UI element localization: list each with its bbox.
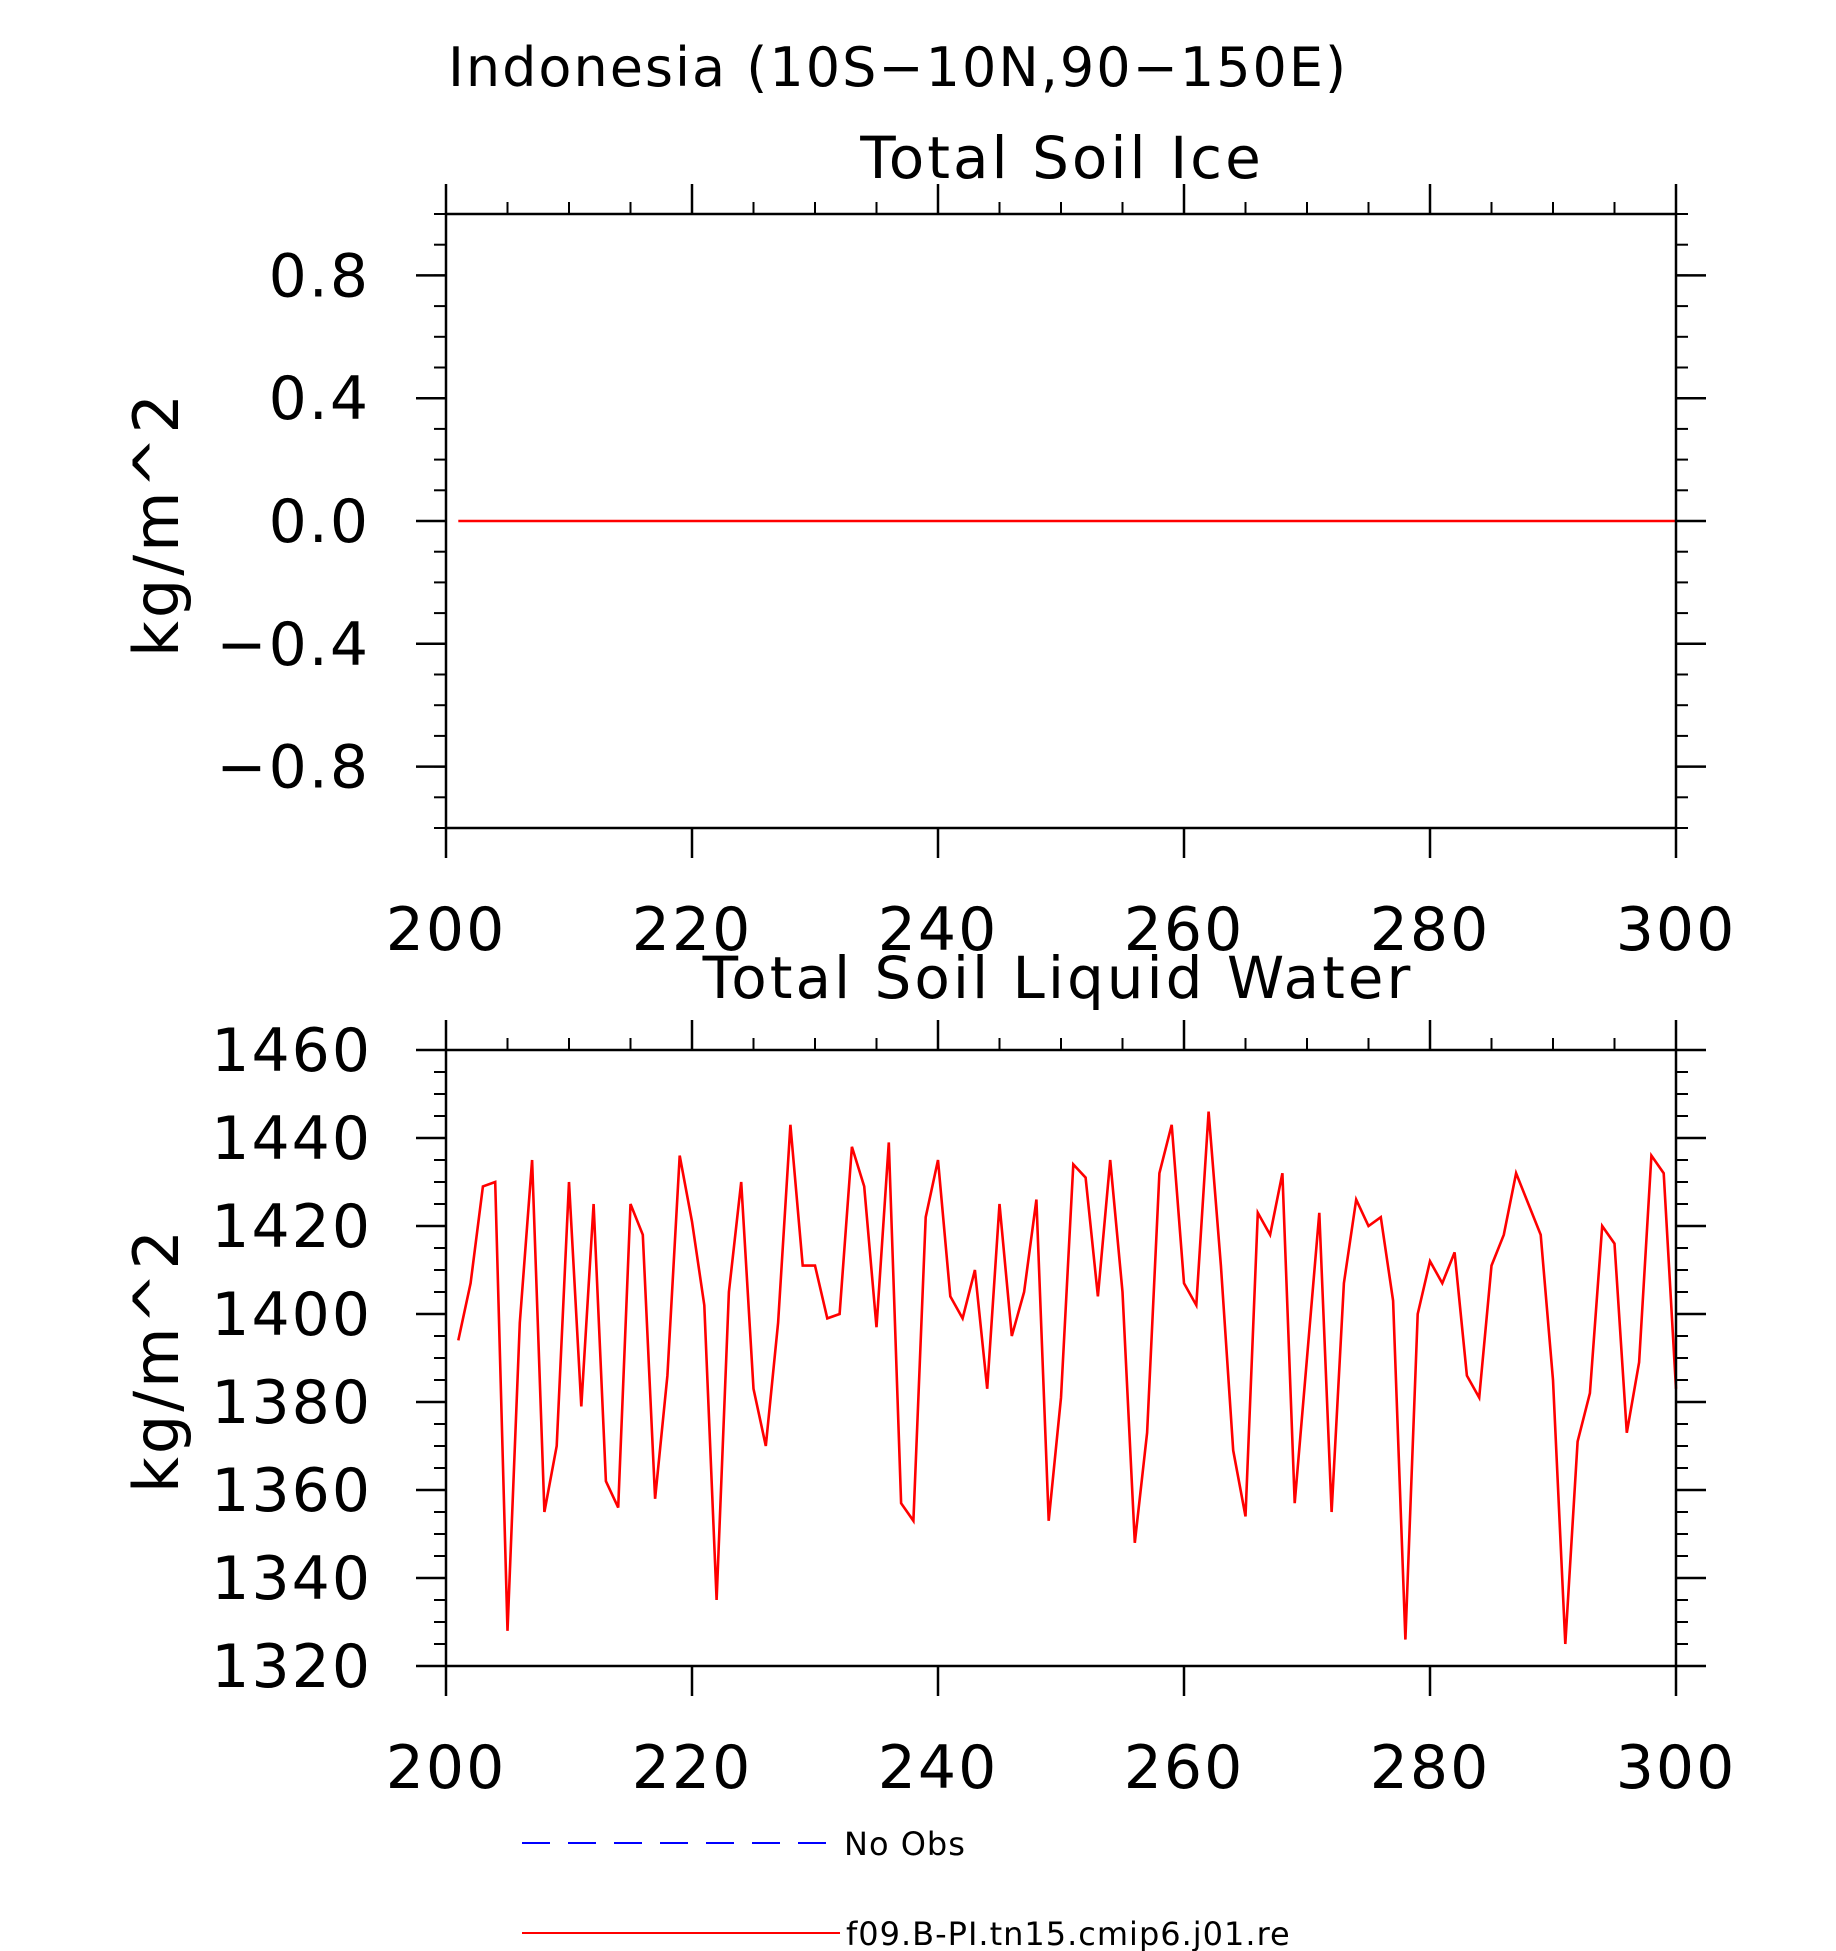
y-axis-label: kg/m^2 — [120, 391, 193, 657]
x-tick-label: 240 — [878, 1733, 999, 1803]
legend: No Obs f09.B-PI.tn15.cmip6.j01.re — [522, 1825, 1291, 1951]
y-tick-label: 1460 — [211, 1016, 372, 1086]
x-tick-label: 220 — [632, 895, 753, 965]
y-tick-label: 1440 — [211, 1104, 372, 1174]
x-tick-label: 240 — [878, 895, 999, 965]
series-line-f09-b-pi-tn15-cmip6-j01-re — [457, 1111, 1678, 1645]
y-tick-label: 1400 — [211, 1280, 372, 1350]
x-tick-label: 200 — [386, 895, 507, 965]
y-tick-label: −0.4 — [216, 610, 370, 680]
panel-total-soil-liquid-water: Total Soil Liquid Water kg/m^2 1320 1340 136… — [120, 944, 1737, 1803]
x-tick-label: 260 — [1124, 895, 1245, 965]
y-tick-label: 1420 — [211, 1192, 372, 1262]
panel-title: Total Soil Liquid Water — [702, 944, 1414, 1012]
x-tick-label: 200 — [386, 1733, 507, 1803]
x-tick-label: 220 — [632, 1733, 753, 1803]
y-tick-label: 1320 — [211, 1632, 372, 1702]
y-tick-label: 1380 — [211, 1368, 372, 1438]
y-tick-label: −0.8 — [216, 733, 370, 803]
figure-title: Indonesia (10S−10N,90−150E) — [448, 36, 1348, 99]
panel-total-soil-ice: Total Soil Ice kg/m^2 −0.8 −0.4 0.0 0.4 0.8 200… — [120, 124, 1737, 965]
x-tick-label: 300 — [1616, 1733, 1737, 1803]
x-tick-label: 300 — [1616, 895, 1737, 965]
y-tick-label: 0.8 — [269, 241, 370, 311]
plot-frame — [444, 1048, 1678, 1668]
x-tick-label: 260 — [1124, 1733, 1245, 1803]
y-tick-label: 1360 — [211, 1456, 372, 1526]
y-axis-label: kg/m^2 — [120, 1227, 193, 1493]
y-tick-label: 1340 — [211, 1544, 372, 1614]
y-tick-label: 0.4 — [269, 364, 370, 434]
x-tick-label: 280 — [1370, 1733, 1491, 1803]
legend-label-no-obs: No Obs — [844, 1825, 966, 1863]
y-tick-label: 0.0 — [269, 487, 370, 557]
panel-title: Total Soil Ice — [859, 124, 1264, 192]
legend-label-model: f09.B-PI.tn15.cmip6.j01.re — [846, 1915, 1291, 1951]
x-tick-label: 280 — [1370, 895, 1491, 965]
